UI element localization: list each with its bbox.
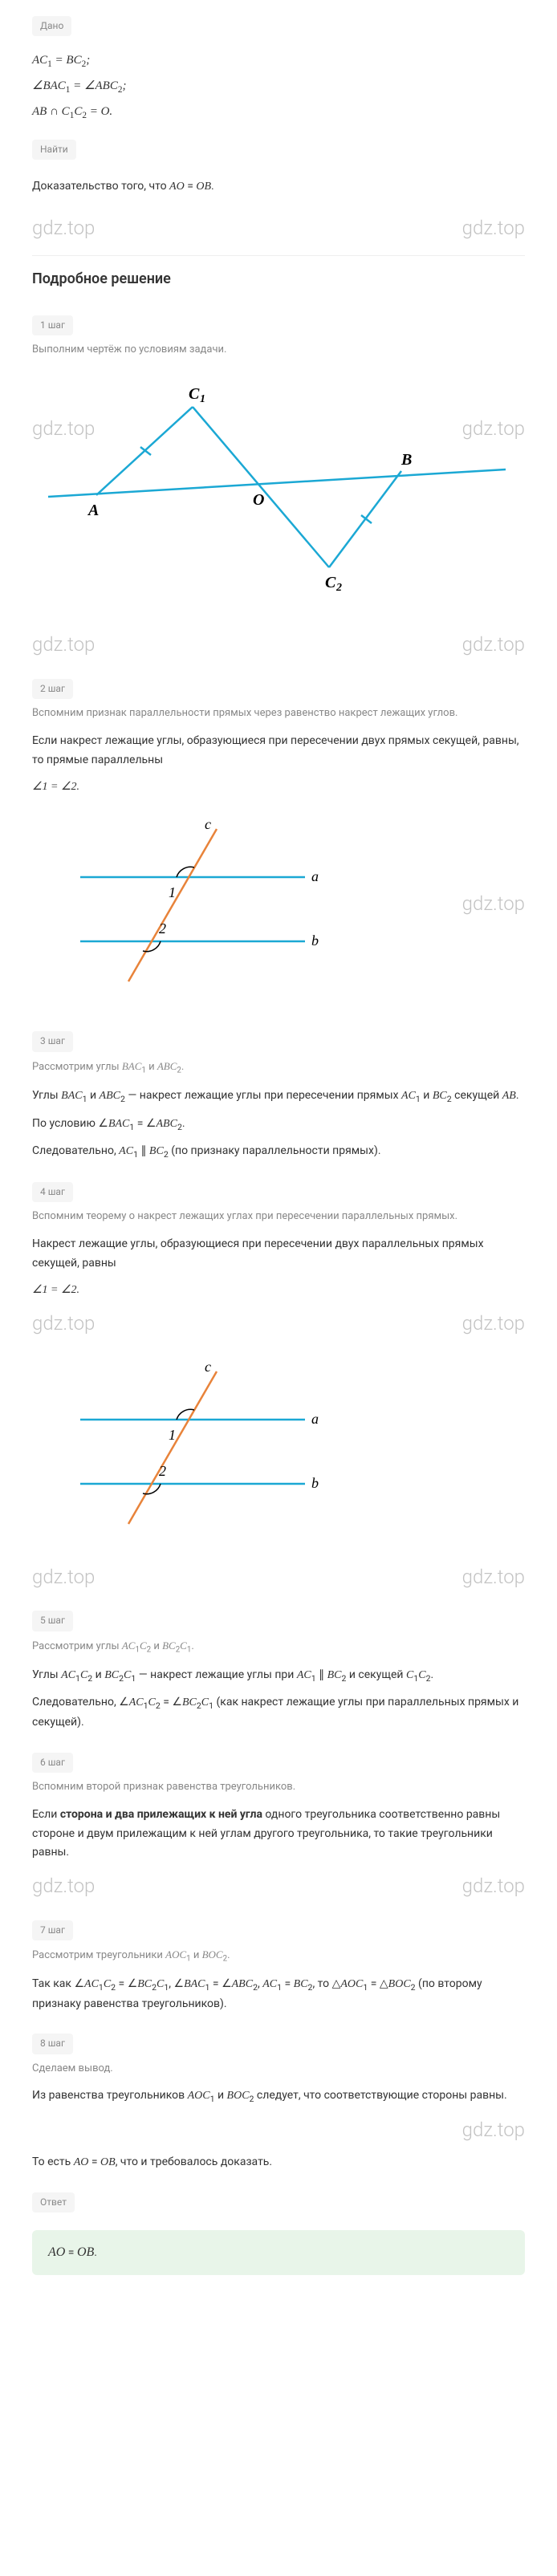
find-label: Найти (32, 140, 76, 160)
step-2-desc: Вспомним признак параллельности прямых ч… (32, 705, 525, 722)
step-6-label: 6 шаг (32, 1753, 73, 1773)
step-8-body-2: То есть AO = OB, что и требовалось доказ… (32, 2153, 525, 2172)
watermark-row-2: gdz.topgdz.top (32, 629, 525, 660)
step-5-body-2: Следовательно, ∠AC1C2 = ∠BC2C1 (как накр… (32, 1693, 525, 1732)
step-4-body-2: ∠1 = ∠2. (32, 1281, 525, 1300)
step-8-label: 8 шаг (32, 2034, 73, 2054)
answer-label: Ответ (32, 2192, 75, 2212)
step-5-label: 5 шаг (32, 1611, 73, 1631)
divider (32, 255, 525, 256)
given-line-2: ∠BAC1 = ∠ABC2; (32, 76, 525, 97)
step-3-desc: Рассмотрим углы BAC1 и ABC2. (32, 1058, 525, 1077)
step-7-body-1: Так как ∠AC1C2 = ∠BC2C1, ∠BAC1 = ∠ABC2, … (32, 1975, 525, 2013)
step-1-desc: Выполним чертёж по условиям задачи. (32, 342, 525, 359)
svg-text:2: 2 (159, 1463, 166, 1479)
svg-text:b: b (311, 1475, 319, 1491)
watermark-row: gdz.topgdz.top (32, 213, 525, 243)
step-2-label: 2 шаг (32, 679, 73, 699)
given-line-1: AC1 = BC2; (32, 51, 525, 71)
label-a-line: a (311, 868, 319, 884)
label-c2: C (325, 574, 336, 591)
svg-text:a: a (311, 1411, 319, 1427)
label-2: 2 (159, 920, 166, 937)
label-c: c (205, 816, 211, 832)
given-line-3: AB ∩ C1C2 = O. (32, 102, 525, 123)
step-3-body-3: Следовательно, AC1 ∥ BC2 (по признаку па… (32, 1142, 525, 1162)
label-c1: C (189, 385, 200, 403)
step-4-body-1: Накрест лежащие углы, образующиеся при п… (32, 1235, 525, 1274)
watermark-row-5: gdz.topgdz.top (32, 1562, 525, 1592)
step-7-label: 7 шаг (32, 1920, 73, 1940)
watermark-d2: gdz.top (462, 888, 525, 919)
label-o: O (253, 491, 264, 509)
label-b: B (400, 451, 412, 469)
solution-title: Подробное решение (32, 268, 525, 291)
step-3-body-1: Углы BAC1 и ABC2 — накрест лежащие углы … (32, 1087, 525, 1107)
label-a: A (87, 502, 99, 519)
diagram-3: c a b 1 2 (32, 1355, 525, 1546)
answer-box: AO = OB. (32, 2230, 525, 2275)
diagram-2: c a b 1 2 gdz.top (32, 813, 525, 1003)
svg-text:1: 1 (200, 393, 205, 405)
step-4-label: 4 шаг (32, 1182, 73, 1202)
watermark-8: gdz.top (32, 2115, 525, 2145)
step-7-desc: Рассмотрим треугольники AOC1 и BOC2. (32, 1947, 525, 1965)
given-label: Дано (32, 16, 71, 36)
svg-text:c: c (205, 1359, 211, 1375)
step-1-label: 1 шаг (32, 315, 73, 335)
step-6-body-1: Если сторона и два прилежащих к ней угла… (32, 1806, 525, 1863)
watermark-row-6: gdz.topgdz.top (32, 1871, 525, 1901)
step-3-label: 3 шаг (32, 1031, 73, 1051)
step-8-body-1: Из равенства треугольников AOC1 и BOC2 с… (32, 2086, 525, 2107)
label-b-line: b (311, 932, 319, 949)
step-5-desc: Рассмотрим углы AC1C2 и BC2C1. (32, 1638, 525, 1656)
svg-text:1: 1 (169, 1427, 176, 1443)
step-6-desc: Вспомним второй признак равенства треуго… (32, 1779, 525, 1796)
svg-text:2: 2 (335, 582, 342, 594)
find-text: Доказательство того, что AO = OB. (32, 177, 525, 196)
label-1: 1 (169, 884, 176, 900)
watermark-row-4: gdz.topgdz.top (32, 1308, 525, 1339)
step-2-body-1: Если накрест лежащие углы, образующиеся … (32, 732, 525, 770)
step-8-desc: Сделаем вывод. (32, 2061, 525, 2078)
step-3-body-2: По условию ∠BAC1 = ∠ABC2. (32, 1115, 525, 1135)
step-4-desc: Вспомним теорему о накрест лежащих углах… (32, 1209, 525, 1225)
step-5-body-1: Углы AC1C2 и BC2C1 — накрест лежащие угл… (32, 1666, 525, 1686)
step-2-body-2: ∠1 = ∠2. (32, 778, 525, 797)
diagram-1: C 1 A B O C 2 gdz.topgdz.top (32, 375, 525, 613)
